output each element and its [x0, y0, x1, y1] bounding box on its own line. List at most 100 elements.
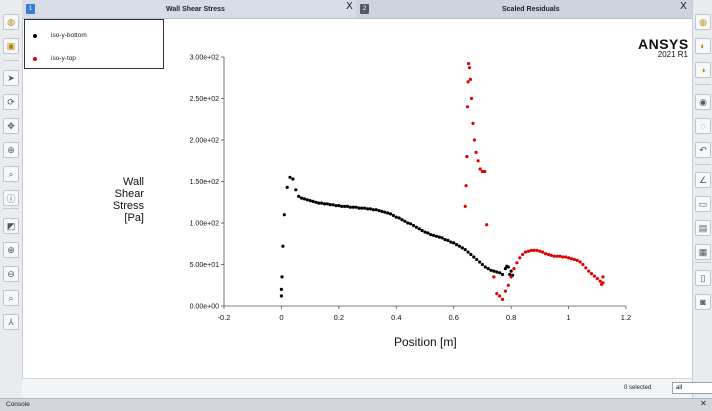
console-close-icon[interactable]: ✕ [700, 399, 707, 408]
zoom-icon[interactable]: ⊕ [3, 142, 19, 158]
data-point-bottom [281, 244, 285, 248]
data-point-top [480, 169, 484, 174]
hide-icon[interactable]: ◌ [695, 118, 711, 134]
zoom-in-icon[interactable]: ⊕ [3, 242, 19, 258]
camera-icon[interactable]: ◙ [695, 294, 711, 310]
zoom-out-icon[interactable]: ⊖ [3, 266, 19, 282]
data-point-bottom [308, 199, 312, 203]
data-point-top [474, 150, 478, 154]
data-point-top [532, 248, 536, 252]
data-point-top [498, 294, 502, 298]
data-point-bottom [483, 265, 487, 269]
y-tick-label: 0.00e+00 [190, 304, 219, 311]
selection-filter-value: all [676, 385, 683, 391]
data-point-bottom [314, 200, 318, 204]
data-point-top [541, 250, 545, 254]
data-point-top [521, 252, 525, 257]
undo-view-icon[interactable]: ↶ [695, 142, 711, 158]
data-point-top [561, 255, 565, 259]
toolbar-separator [3, 60, 19, 61]
data-point-bottom [480, 262, 484, 267]
data-point-bottom [443, 238, 447, 242]
console-bar[interactable]: Console ✕ [0, 398, 712, 411]
slider-icon[interactable]: ▭ [695, 196, 711, 212]
data-point-top [589, 272, 594, 276]
y-tick-label: 5.00e+01 [190, 262, 219, 269]
x-tick-label: 0.8 [506, 313, 516, 322]
pan-icon[interactable]: ✥ [3, 118, 19, 134]
pointer-icon[interactable]: ➤ [3, 70, 19, 86]
visibility-icon[interactable]: ◉ [695, 94, 711, 110]
data-point-top [569, 257, 574, 261]
data-point-bottom [457, 244, 462, 248]
tab-background [356, 0, 692, 18]
axes-icon[interactable]: ⅄ [3, 314, 19, 330]
mesh-icon[interactable]: ◍ [695, 14, 711, 30]
data-point-top [567, 256, 571, 260]
close-tab-residuals-icon[interactable]: X [680, 1, 687, 12]
data-point-top [467, 66, 472, 70]
data-point-top [523, 250, 528, 254]
data-point-bottom [297, 194, 301, 198]
data-point-top [512, 267, 516, 271]
report-icon[interactable]: ▤ [695, 220, 711, 236]
fit-icon[interactable]: ◩ [3, 218, 19, 234]
y-axis-title-line: Shear [114, 188, 144, 200]
data-point-bottom [282, 213, 286, 217]
x-tick-label: 0 [279, 313, 283, 322]
window-icon[interactable]: ▯ [695, 270, 711, 286]
data-point-bottom [440, 236, 444, 240]
data-point-bottom [340, 204, 344, 208]
y-axis-title-line: Stress [112, 200, 144, 212]
data-point-bottom [409, 222, 413, 226]
toolbar-separator [695, 164, 711, 165]
data-point-top [549, 253, 553, 257]
data-point-top [503, 289, 507, 293]
data-point-top [465, 105, 470, 109]
data-point-top [515, 261, 519, 265]
tab-badge-wall-shear: 1 [26, 4, 35, 14]
data-point-bottom [420, 228, 424, 233]
info-icon[interactable]: ⓘ [3, 190, 19, 206]
data-point-bottom [360, 206, 364, 210]
data-point-bottom [348, 205, 352, 209]
data-point-bottom [357, 206, 361, 210]
data-point-top [471, 121, 475, 125]
data-point-top [478, 167, 482, 171]
toolbar-options-icon[interactable]: ▦ [695, 244, 711, 260]
data-point-bottom [331, 203, 335, 207]
data-point-bottom [328, 203, 332, 207]
data-point-bottom [337, 204, 341, 208]
close-tab-wall-shear-icon[interactable]: X [346, 1, 353, 12]
brand-version: 2021 R1 [657, 50, 688, 59]
tab-wall-shear-stress[interactable]: Wall Shear Stress [166, 5, 225, 13]
plot-icon[interactable]: ∠ [695, 172, 711, 188]
data-point-bottom [429, 233, 433, 237]
data-point-top [469, 96, 474, 101]
contour-icon[interactable]: ◐ [695, 38, 711, 54]
surface-icon[interactable]: ▣ [3, 38, 19, 54]
zoom-box-icon[interactable]: ⌕ [3, 166, 19, 182]
x-tick-label: 1.2 [621, 313, 631, 322]
tab-scaled-residuals[interactable]: Scaled Residuals [502, 5, 560, 13]
data-point-bottom [334, 204, 338, 208]
data-point-bottom [406, 221, 410, 225]
selection-filter-dropdown[interactable]: all ▼ [672, 382, 712, 394]
zoom-region-icon[interactable]: ⌕ [3, 290, 19, 306]
data-point-bottom [302, 197, 306, 201]
data-point-bottom [383, 210, 387, 214]
data-point-top [492, 275, 496, 279]
x-tick-label: -0.2 [218, 313, 231, 322]
contour-fill-icon[interactable]: ◑ [695, 62, 711, 78]
data-point-top [518, 256, 522, 260]
data-point-top [544, 252, 548, 256]
data-point-bottom [432, 233, 436, 237]
data-point-bottom [299, 196, 304, 200]
data-point-top [552, 254, 556, 258]
data-point-bottom [449, 240, 453, 244]
rotate-icon[interactable]: ⟳ [3, 94, 19, 110]
data-point-bottom [380, 209, 384, 213]
data-point-top [529, 248, 533, 252]
mesh-display-icon[interactable]: ◍ [3, 14, 19, 30]
